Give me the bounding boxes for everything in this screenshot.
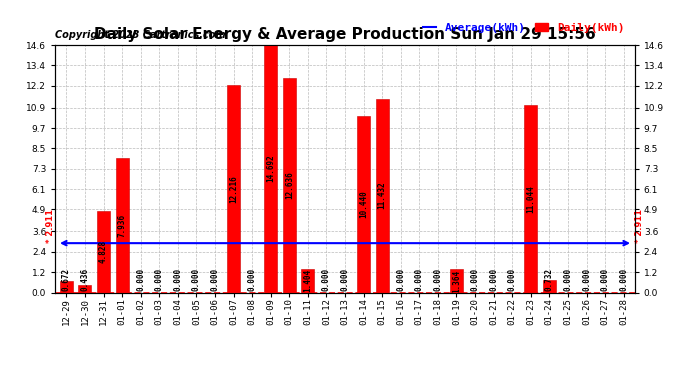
Bar [79, 285, 91, 292]
Text: 0.000: 0.000 [564, 268, 573, 291]
Bar [283, 78, 296, 292]
Text: 0.732: 0.732 [545, 268, 554, 291]
Text: * 2.911: * 2.911 [46, 209, 55, 243]
Bar [450, 269, 463, 292]
Text: 0.000: 0.000 [136, 268, 145, 291]
Text: 0.000: 0.000 [433, 268, 442, 291]
Text: Copyright 2023 Cartronics.com: Copyright 2023 Cartronics.com [55, 30, 226, 40]
Text: 1.364: 1.364 [452, 269, 461, 292]
Text: 0.000: 0.000 [619, 268, 628, 291]
Bar [543, 280, 556, 292]
Text: 0.000: 0.000 [582, 268, 591, 291]
Text: 0.000: 0.000 [340, 268, 350, 291]
Bar [97, 211, 110, 292]
Bar [302, 269, 315, 292]
Bar [524, 105, 538, 292]
Text: 0.000: 0.000 [489, 268, 498, 291]
Text: 0.000: 0.000 [508, 268, 517, 291]
Bar [116, 158, 128, 292]
Text: 0.000: 0.000 [415, 268, 424, 291]
Text: 0.000: 0.000 [192, 268, 201, 291]
Text: 1.404: 1.404 [304, 269, 313, 292]
Bar [264, 44, 277, 292]
Bar [357, 116, 370, 292]
Bar [375, 99, 388, 292]
Text: * 2.911: * 2.911 [635, 209, 644, 243]
Text: 0.000: 0.000 [600, 268, 609, 291]
Text: 11.432: 11.432 [377, 182, 386, 210]
Title: Daily Solar Energy & Average Production Sun Jan 29 15:56: Daily Solar Energy & Average Production … [94, 27, 596, 42]
Text: 10.440: 10.440 [359, 190, 368, 218]
Text: 0.000: 0.000 [210, 268, 219, 291]
Text: 0.436: 0.436 [81, 268, 90, 291]
Bar [227, 86, 240, 292]
Text: 0.000: 0.000 [173, 268, 182, 291]
Text: 0.000: 0.000 [155, 268, 164, 291]
Text: 0.672: 0.672 [62, 268, 71, 291]
Text: 12.636: 12.636 [285, 171, 294, 199]
Text: 0.000: 0.000 [396, 268, 405, 291]
Legend: Average(kWh), Daily(kWh): Average(kWh), Daily(kWh) [419, 18, 629, 38]
Text: 0.000: 0.000 [471, 268, 480, 291]
Text: 12.216: 12.216 [229, 175, 238, 203]
Text: 0.000: 0.000 [248, 268, 257, 291]
Text: 14.692: 14.692 [266, 154, 275, 182]
Text: 11.044: 11.044 [526, 185, 535, 213]
Text: 7.936: 7.936 [117, 214, 126, 237]
Text: 0.000: 0.000 [322, 268, 331, 291]
Bar [60, 281, 73, 292]
Text: 4.828: 4.828 [99, 240, 108, 263]
